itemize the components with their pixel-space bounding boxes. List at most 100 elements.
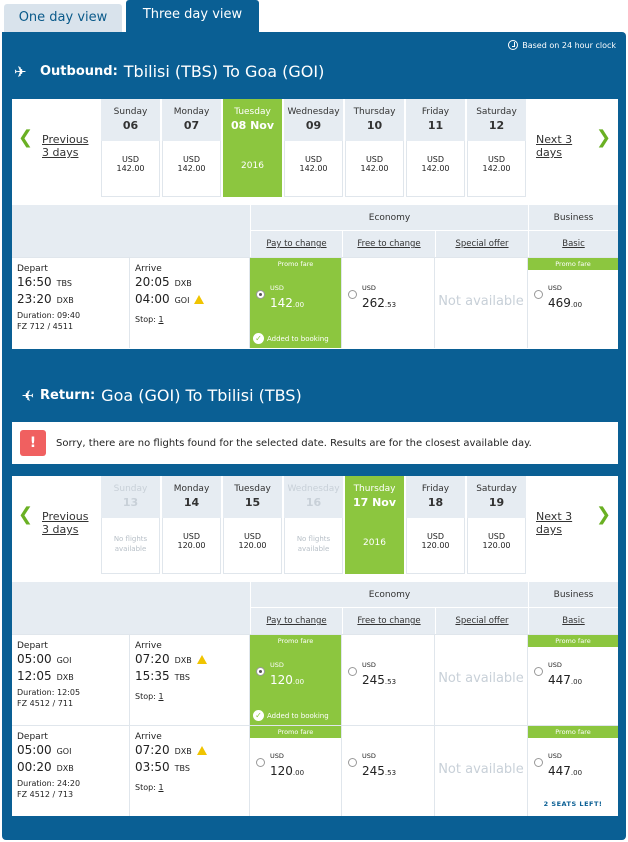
date-option[interactable]: Monday 14 USD 120.00: [161, 476, 221, 574]
date-option[interactable]: Friday 11 USD 142.00: [405, 99, 465, 197]
currency: USD: [362, 752, 376, 760]
lowest-price: 142.00: [116, 164, 145, 173]
date-option[interactable]: Saturday 12 USD 142.00: [466, 99, 526, 197]
promo-badge: Promo fare: [250, 635, 341, 647]
fare-radio[interactable]: [534, 290, 543, 299]
date-option[interactable]: Tuesday 15 USD 120.00: [222, 476, 282, 574]
fare-radio[interactable]: [348, 667, 357, 676]
fare-free-to-change[interactable]: USD 245.53: [342, 635, 435, 725]
currency: USD: [548, 661, 562, 669]
date-option[interactable]: Saturday 19 USD 120.00: [466, 476, 526, 574]
next-days-nav[interactable]: Next 3 days ❯: [528, 99, 616, 197]
date-option[interactable]: Sunday 06 USD 142.00: [100, 99, 160, 197]
next-days-link[interactable]: Next 3 days: [536, 133, 573, 159]
stops-link[interactable]: 1: [158, 692, 164, 701]
day-name: Friday: [421, 107, 450, 117]
next-days-link[interactable]: Next 3 days: [536, 510, 573, 536]
warning-icon: [196, 746, 207, 755]
arrive-info: Arrive 07:20 DXB 03:50 TBS Stop: 1: [130, 726, 250, 816]
fare-radio[interactable]: [256, 667, 265, 676]
day-name: Saturday: [476, 484, 517, 494]
promo-badge: Promo fare: [250, 258, 341, 270]
airport-code: GOI: [56, 656, 72, 665]
price-int: 469: [548, 296, 571, 310]
no-flights-alert: ! Sorry, there are no flights found for …: [12, 422, 618, 464]
basic-link[interactable]: Basic: [528, 231, 618, 257]
lowest-price: 142.00: [299, 164, 328, 173]
airport-code: TBS: [174, 673, 190, 682]
tab-three-day-view[interactable]: Three day view: [126, 0, 259, 34]
day-number: 11: [427, 119, 444, 132]
arrive-time: 07:20: [135, 652, 170, 666]
fare-basic[interactable]: Promo fare USD 469.00: [528, 258, 618, 348]
day-number: 19: [488, 496, 505, 509]
airport-code: DXB: [56, 296, 74, 305]
return-route: Goa (GOI) To Tbilisi (TBS): [101, 386, 302, 405]
business-header: Business: [528, 582, 618, 608]
fare-radio[interactable]: [256, 758, 265, 767]
business-header: Business: [528, 205, 618, 231]
currency: USD: [362, 661, 376, 669]
previous-days-link[interactable]: Previous 3 days: [42, 133, 89, 159]
fare-radio[interactable]: [256, 290, 265, 299]
currency: USD: [270, 752, 284, 760]
day-number: 17 Nov: [352, 496, 397, 509]
not-available: Not available: [438, 294, 524, 309]
no-flights-text: No flights available: [113, 535, 148, 553]
fare-basic[interactable]: Promo fare USD 447.00 2 SEATS LEFT!: [528, 726, 618, 816]
fare-pay-to-change[interactable]: Promo fare USD 142.00 ✓ Added to booking: [250, 258, 342, 348]
lowest-price: 142.00: [177, 164, 206, 173]
day-number: 16: [305, 496, 322, 509]
fare-radio[interactable]: [348, 290, 357, 299]
basic-link[interactable]: Basic: [528, 608, 618, 634]
fare-free-to-change[interactable]: USD 262.53: [342, 258, 435, 348]
airport-code: TBS: [56, 279, 72, 288]
price-dec: .53: [384, 678, 397, 686]
previous-days-link[interactable]: Previous 3 days: [42, 510, 89, 536]
special-offer-link[interactable]: Special offer: [435, 608, 528, 634]
previous-days-nav[interactable]: ❮ Previous 3 days: [12, 476, 100, 574]
tab-one-day-view[interactable]: One day view: [4, 4, 122, 34]
fare-radio[interactable]: [534, 758, 543, 767]
day-name: Wednesday: [287, 484, 340, 494]
fare-free-to-change[interactable]: USD 245.53: [342, 726, 435, 816]
date-option[interactable]: Wednesday 09 USD 142.00: [283, 99, 343, 197]
special-offer-link[interactable]: Special offer: [435, 231, 528, 257]
chevron-left-icon[interactable]: ❮: [18, 127, 34, 148]
next-days-nav[interactable]: Next 3 days ❯: [528, 476, 616, 574]
clock-note-text: Based on 24 hour clock: [522, 40, 616, 50]
fare-basic[interactable]: Promo fare USD 447.00: [528, 635, 618, 725]
added-to-booking: ✓ Added to booking: [253, 710, 329, 721]
warning-icon: !: [20, 430, 46, 456]
view-tabs: One day view Three day view: [0, 0, 628, 34]
fare-pay-to-change[interactable]: Promo fare USD 120.00: [250, 726, 342, 816]
chevron-right-icon[interactable]: ❯: [596, 127, 612, 148]
stops-link[interactable]: 1: [158, 783, 164, 792]
date-option[interactable]: Thursday 10 USD 142.00: [344, 99, 404, 197]
airport-code: DXB: [174, 656, 192, 665]
added-text: Added to booking: [267, 711, 329, 720]
currency: USD: [182, 532, 201, 541]
pay-to-change-link[interactable]: Pay to change: [250, 231, 342, 257]
pay-to-change-link[interactable]: Pay to change: [250, 608, 342, 634]
free-to-change-link[interactable]: Free to change: [342, 231, 435, 257]
clock-note: Based on 24 hour clock: [508, 40, 616, 50]
year: 2016: [241, 161, 264, 171]
fare-radio[interactable]: [534, 667, 543, 676]
fare-pay-to-change[interactable]: Promo fare USD 120.00 ✓ Added to booking: [250, 635, 342, 725]
stops-link[interactable]: 1: [158, 315, 164, 324]
date-option[interactable]: Monday 07 USD 142.00: [161, 99, 221, 197]
date-option[interactable]: Tuesday 08 Nov 2016: [222, 99, 282, 197]
day-name: Monday: [173, 484, 210, 494]
fare-radio[interactable]: [348, 758, 357, 767]
previous-days-nav[interactable]: ❮ Previous 3 days: [12, 99, 100, 197]
chevron-right-icon[interactable]: ❯: [596, 504, 612, 525]
free-to-change-link[interactable]: Free to change: [342, 608, 435, 634]
date-option[interactable]: Friday 18 USD 120.00: [405, 476, 465, 574]
price-dec: .00: [292, 301, 305, 309]
date-option[interactable]: Thursday 17 Nov 2016: [344, 476, 404, 574]
chevron-left-icon[interactable]: ❮: [18, 504, 34, 525]
flight-row: Depart 16:50 TBS 23:20 DXB Duration: 09:40 FZ …: [12, 257, 618, 348]
currency: USD: [121, 155, 140, 164]
promo-badge: Promo fare: [250, 726, 341, 738]
